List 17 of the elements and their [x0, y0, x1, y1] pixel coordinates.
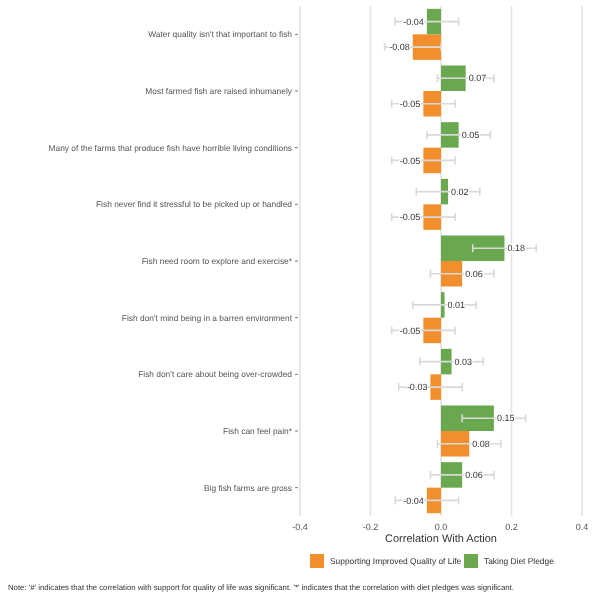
- bar: [426, 487, 441, 514]
- bar: [441, 122, 459, 148]
- bar: [423, 147, 441, 174]
- bar: [441, 235, 505, 261]
- bar: [423, 204, 441, 230]
- bar: [441, 431, 470, 457]
- bar: [441, 348, 452, 375]
- bar: [423, 317, 441, 344]
- bar: [441, 405, 494, 431]
- bar: [423, 91, 441, 117]
- bar: [426, 8, 441, 35]
- bar: [441, 462, 463, 488]
- bar: [441, 261, 463, 287]
- bar: [430, 374, 441, 400]
- bar: [441, 65, 466, 91]
- bar: [412, 34, 441, 60]
- bar: [441, 178, 449, 205]
